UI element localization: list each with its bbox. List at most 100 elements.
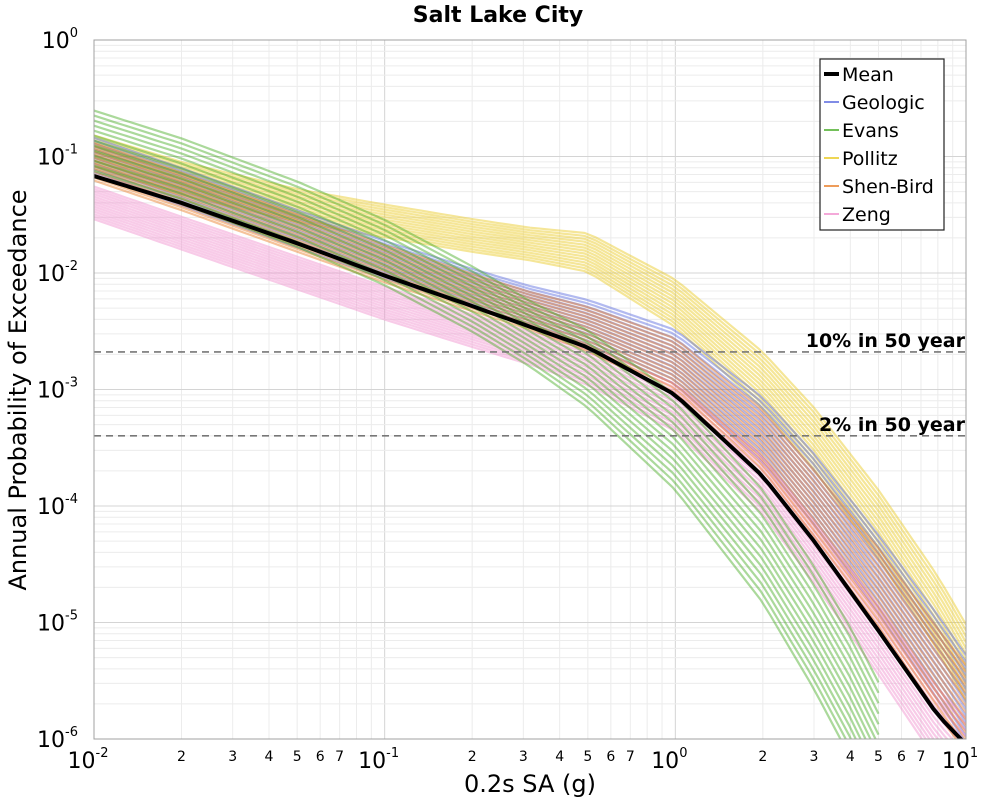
y-axis-ticks: 100 10-1 10-2 10-3 10-4 10-5 10-6 xyxy=(37,26,78,753)
x-tick-label: 10-1 xyxy=(358,746,399,774)
reference-line-label: 2% in 50 year xyxy=(819,414,966,436)
series-line-pollitz xyxy=(94,164,966,696)
series-line-geologic xyxy=(94,165,966,724)
band-geologic xyxy=(94,136,966,739)
x-minor-tick-label: 4 xyxy=(265,749,274,765)
x-minor-tick-label: 6 xyxy=(606,749,615,765)
series-line-shen-bird xyxy=(94,142,966,667)
legend-label: Evans xyxy=(842,120,899,142)
band-evans xyxy=(94,109,880,739)
legend-label: Pollitz xyxy=(842,148,898,170)
series-line-evans xyxy=(94,139,877,739)
series-line-geologic xyxy=(94,168,966,731)
series-line-geologic xyxy=(94,139,966,663)
legend-item-mean: Mean xyxy=(824,64,894,86)
series-line-zeng xyxy=(94,218,924,739)
series-line-pollitz xyxy=(94,151,966,667)
legend-label: Shen-Bird xyxy=(842,176,934,198)
x-axis-label: 0.2s SA (g) xyxy=(464,770,596,798)
series-line-shen-bird xyxy=(94,173,966,739)
series-line-shen-bird xyxy=(94,150,966,687)
series-line-zeng xyxy=(94,203,949,739)
legend-item-shen-bird: Shen-Bird xyxy=(824,176,934,198)
chart-title: Salt Lake City xyxy=(413,3,583,28)
x-tick-label: 101 xyxy=(942,746,978,774)
series-line-evans xyxy=(94,124,880,715)
series-line-evans xyxy=(94,129,880,725)
series-line-zeng xyxy=(94,213,931,739)
x-minor-tick-label: 7 xyxy=(917,749,926,765)
legend-item-evans: Evans xyxy=(824,120,899,142)
x-minor-tick-label: 5 xyxy=(293,749,302,765)
series-line-geologic xyxy=(94,159,966,710)
band-pollitz xyxy=(94,134,966,702)
series-line-geologic xyxy=(94,151,966,690)
series-line-geologic xyxy=(94,145,966,677)
x-minor-tick-label: 2 xyxy=(177,749,186,765)
series-line-evans xyxy=(94,154,862,739)
plot-frame xyxy=(93,39,967,740)
x-minor-tick-label: 5 xyxy=(874,749,883,765)
series-line-shen-bird xyxy=(94,145,966,673)
series-line-mean xyxy=(94,174,964,739)
x-tick-label: 10-2 xyxy=(68,746,109,774)
series-line-geologic xyxy=(94,154,966,697)
series-line-evans xyxy=(94,119,880,704)
y-tick-label: 10-6 xyxy=(37,725,78,753)
legend-item-geologic: Geologic xyxy=(824,92,925,114)
series-line-zeng xyxy=(94,193,966,738)
y-tick-label: 10-5 xyxy=(37,609,78,637)
y-axis-label: Annual Probability of Exceedance xyxy=(4,189,32,590)
series-line-evans xyxy=(94,134,880,736)
series-line-evans xyxy=(94,109,880,684)
legend-item-zeng: Zeng xyxy=(824,204,891,226)
series-line-shen-bird xyxy=(94,167,966,727)
y-tick-label: 10-2 xyxy=(37,259,78,287)
series-line-geologic xyxy=(94,162,966,717)
x-minor-tick-label: 2 xyxy=(758,749,767,765)
y-tick-label: 10-3 xyxy=(37,376,78,404)
series-line-evans xyxy=(94,169,847,739)
reference-line-label: 10% in 50 year xyxy=(806,330,966,352)
series-line-pollitz xyxy=(94,156,966,679)
series-line-shen-bird xyxy=(94,153,966,694)
series-line-geologic xyxy=(94,142,966,670)
series-line-shen-bird xyxy=(94,156,966,700)
series-line-evans xyxy=(94,159,857,739)
series-line-geologic xyxy=(94,136,966,656)
legend-label: Zeng xyxy=(842,204,891,226)
legend-label: Mean xyxy=(842,64,894,86)
x-minor-tick-label: 3 xyxy=(810,749,819,765)
mean-layer xyxy=(94,174,964,739)
legend-item-pollitz: Pollitz xyxy=(824,148,898,170)
series-line-geologic xyxy=(94,148,966,683)
x-minor-tick-label: 4 xyxy=(555,749,564,765)
x-minor-tick-label: 3 xyxy=(228,749,237,765)
x-minor-tick-label: 7 xyxy=(335,749,344,765)
series-line-evans xyxy=(94,149,867,739)
series-line-shen-bird xyxy=(94,159,966,707)
x-minor-tick-label: 2 xyxy=(468,749,477,765)
legend-label: Geologic xyxy=(842,92,925,114)
series-line-shen-bird xyxy=(94,147,966,680)
reference-lines: 10% in 50 year 2% in 50 year xyxy=(94,330,966,437)
series-line-pollitz xyxy=(94,139,966,637)
series-line-pollitz xyxy=(94,149,966,661)
series-line-zeng xyxy=(94,188,966,726)
series-line-zeng xyxy=(94,215,928,739)
x-minor-tick-label: 3 xyxy=(519,749,528,765)
gridlines xyxy=(93,40,966,740)
series-line-pollitz xyxy=(94,136,966,632)
series-line-zeng xyxy=(94,198,960,739)
y-tick-label: 10-4 xyxy=(37,492,78,520)
legend-box xyxy=(819,58,945,231)
series-line-pollitz xyxy=(94,154,966,673)
series-line-evans xyxy=(94,114,880,694)
y-tick-label: 100 xyxy=(42,26,78,54)
legend: Mean Geologic Evans Pollitz Shen-Bird Zeng xyxy=(819,58,945,231)
series-line-pollitz xyxy=(94,166,966,702)
x-tick-label: 100 xyxy=(651,746,687,774)
series-line-zeng xyxy=(94,185,966,720)
band-zeng xyxy=(94,185,966,739)
